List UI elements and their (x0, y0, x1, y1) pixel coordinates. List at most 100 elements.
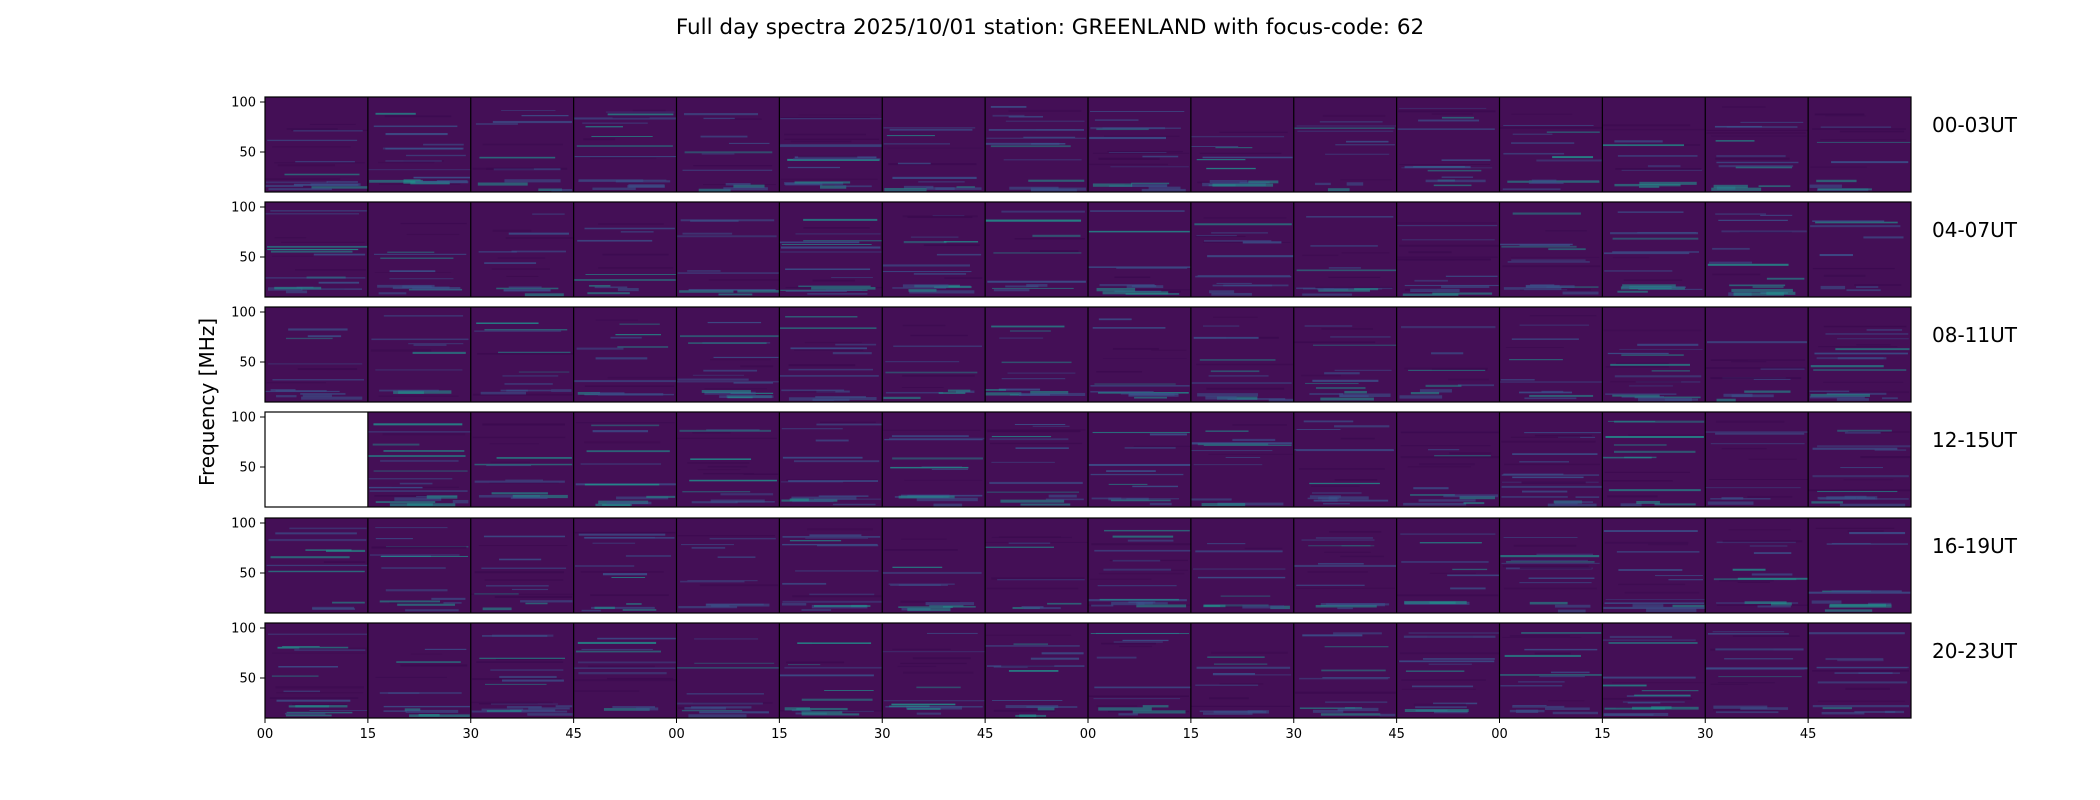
spectral-line (1607, 420, 1656, 423)
low-frequency-emission (1149, 502, 1172, 506)
spectral-line (1311, 485, 1360, 487)
low-frequency-emission (302, 394, 332, 397)
spectral-line (318, 281, 360, 284)
low-frequency-emission (1248, 180, 1279, 184)
spectral-line (986, 587, 1079, 590)
spectral-line (1710, 683, 1748, 685)
spectral-line (1603, 530, 1698, 532)
spectral-line (1512, 453, 1598, 455)
spectrum-panel (1601, 307, 1706, 402)
low-frequency-emission (1223, 284, 1289, 287)
spectral-line (740, 365, 774, 368)
low-frequency-emission (898, 495, 955, 499)
spectral-line (1149, 433, 1187, 436)
spectral-line (820, 421, 876, 423)
low-frequency-emission (1403, 502, 1467, 506)
spectral-line (1193, 568, 1286, 570)
spectrum-panel (1704, 412, 1809, 507)
spectral-line (383, 315, 464, 317)
spectral-line (1108, 152, 1167, 154)
x-axis-ticks: 00 15 30 45 00 15 30 45 00 15 30 45 00 15 30 45 (257, 718, 1817, 742)
spectral-line (882, 264, 970, 267)
spectral-line (780, 118, 882, 120)
spectral-line (805, 537, 868, 539)
spectral-line (787, 158, 880, 161)
low-frequency-emission (1433, 184, 1472, 187)
spectral-line (1219, 131, 1288, 134)
low-frequency-emission (1459, 495, 1495, 500)
spectral-line (585, 126, 623, 128)
spectral-line (1722, 540, 1803, 543)
low-frequency-emission (312, 608, 356, 610)
spectral-line (1341, 545, 1375, 547)
spectral-line (809, 593, 875, 596)
low-frequency-emission (1037, 706, 1055, 711)
spectral-line (788, 664, 821, 666)
spectral-line (1094, 119, 1139, 121)
spectral-line (313, 253, 366, 256)
spectral-line (784, 666, 883, 669)
spectral-line (511, 588, 549, 591)
low-frequency-emission (412, 286, 461, 291)
spectral-line (387, 251, 435, 254)
low-frequency-emission (925, 602, 975, 606)
low-frequency-emission (1148, 186, 1181, 190)
low-frequency-emission (906, 706, 963, 710)
spectrum-panel (778, 307, 883, 402)
spectral-line (1603, 456, 1652, 459)
low-frequency-emission (1441, 285, 1490, 288)
spectral-line (1641, 690, 1699, 692)
panel-background (367, 412, 471, 507)
spectral-line (1335, 143, 1395, 146)
spectral-line (1041, 652, 1084, 655)
spectral-line (1618, 569, 1683, 571)
panel-background (882, 518, 986, 613)
spectral-line (788, 480, 879, 482)
spectral-line (1008, 109, 1082, 112)
spectral-line (375, 369, 463, 371)
low-frequency-emission (916, 712, 942, 715)
low-frequency-emission (383, 710, 407, 713)
spectral-line (1106, 470, 1156, 472)
spectral-line (926, 632, 978, 634)
panel-background (1088, 97, 1191, 192)
row-time-label: 04-07UT (1932, 218, 2018, 242)
low-frequency-emission (956, 186, 975, 188)
spectral-line (1196, 363, 1294, 366)
spectral-line (1732, 568, 1766, 571)
spectral-line (592, 430, 649, 433)
spectral-line (1552, 156, 1594, 159)
low-frequency-emission (407, 503, 433, 506)
spectral-line (284, 173, 360, 176)
spectral-line (1302, 634, 1363, 637)
spectral-line (708, 279, 780, 281)
panel-background (470, 412, 574, 507)
low-frequency-emission (1809, 396, 1865, 399)
spectral-line (471, 701, 553, 704)
spectral-line (574, 667, 676, 669)
spectral-line (1098, 392, 1189, 394)
low-frequency-emission (646, 495, 676, 498)
spectral-line (730, 118, 762, 120)
spectral-line (779, 375, 879, 377)
low-frequency-emission (1571, 501, 1593, 503)
low-frequency-emission (326, 180, 358, 183)
spectral-line (574, 690, 640, 692)
spectral-line (795, 570, 879, 572)
low-frequency-emission (379, 389, 439, 392)
spectral-line (1839, 130, 1905, 133)
spectral-line (269, 697, 359, 699)
x-tick-label: 45 (1800, 727, 1817, 742)
y-tick-label: 50 (239, 251, 256, 266)
spectral-line (612, 117, 650, 119)
low-frequency-emission (274, 286, 322, 290)
spectral-line (492, 120, 572, 124)
spectral-line (1206, 167, 1256, 170)
spectral-line (993, 252, 1082, 254)
x-tick-label: 00 (1080, 727, 1097, 742)
low-frequency-emission (616, 496, 669, 500)
spectral-line (1126, 498, 1180, 500)
spectral-line (580, 571, 664, 573)
spectral-line (1090, 473, 1184, 476)
spectral-line (1099, 598, 1179, 601)
